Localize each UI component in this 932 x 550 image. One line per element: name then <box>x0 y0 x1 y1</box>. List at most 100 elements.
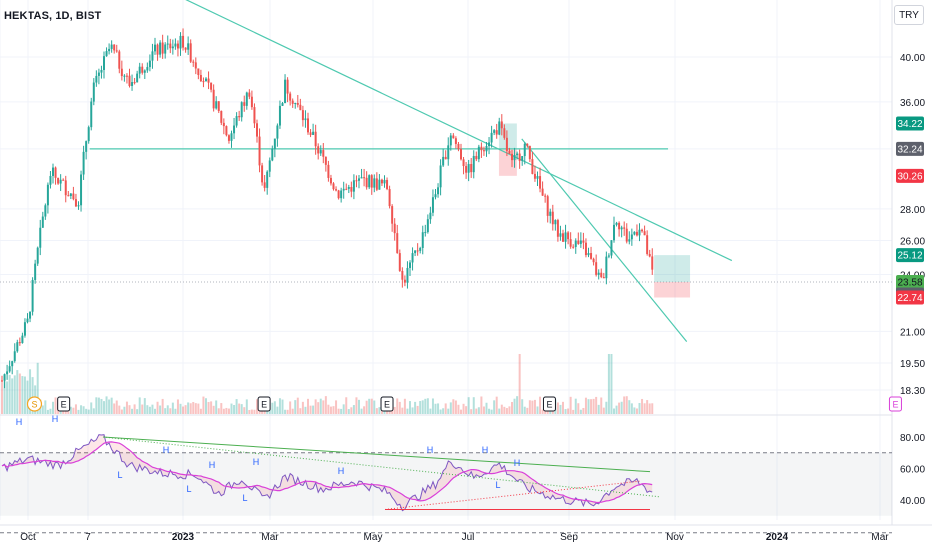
candle-body <box>299 104 302 111</box>
candle-body <box>309 132 312 135</box>
candle-body <box>284 79 287 104</box>
earnings-marker[interactable] <box>57 396 71 412</box>
time-axis-label: Oct <box>20 532 36 543</box>
candle-body <box>250 96 253 108</box>
volume-bar <box>77 409 80 414</box>
volume-bar <box>597 404 600 414</box>
volume-bar <box>421 400 424 414</box>
volume-bar <box>44 400 47 414</box>
trendline[interactable] <box>162 0 733 262</box>
candle-body <box>327 164 330 178</box>
candle-body <box>569 239 572 247</box>
candle-body <box>192 61 195 63</box>
earnings-marker-label: E <box>261 400 267 410</box>
candle-body <box>584 242 587 256</box>
volume-bar <box>429 408 432 414</box>
volume-bar <box>414 401 417 414</box>
candle-body <box>564 232 567 242</box>
candle-body <box>281 103 284 106</box>
candle-body <box>470 164 473 173</box>
position-target-zone[interactable] <box>654 255 691 283</box>
rsi-axis-tick: 40.00 <box>900 496 925 507</box>
candle-body <box>587 253 590 256</box>
volume-bar <box>567 408 570 414</box>
volume-bar <box>365 400 368 414</box>
volume-bar <box>138 397 141 414</box>
candle-body <box>266 171 269 188</box>
currency-button[interactable]: TRY <box>894 5 924 25</box>
divergence-label: H <box>482 445 489 455</box>
volume-bar <box>187 402 190 414</box>
volume-bar <box>442 408 445 414</box>
candle-body <box>143 70 146 73</box>
candle-body <box>294 102 297 104</box>
split-marker[interactable] <box>26 396 43 412</box>
candle-body <box>465 166 468 173</box>
candle-body <box>493 130 496 133</box>
divergence-label: H <box>52 414 59 424</box>
candle-body <box>319 150 322 154</box>
volume-bars <box>1 354 654 414</box>
volume-bar <box>192 402 195 414</box>
trendline[interactable] <box>521 138 688 343</box>
volume-bar <box>105 396 108 414</box>
volume-bar <box>110 397 113 414</box>
volume-bar <box>569 396 572 414</box>
position-stop-zone[interactable] <box>654 282 691 298</box>
volume-bar <box>1 380 3 414</box>
price-axis-tick: 21.00 <box>900 327 925 338</box>
volume-bar <box>406 408 409 414</box>
candle-body <box>635 231 638 236</box>
volume-bar <box>646 400 649 414</box>
candle-body <box>69 193 72 196</box>
volume-bar <box>426 398 429 414</box>
volume-bar <box>182 406 185 414</box>
candle-body <box>268 160 271 172</box>
earnings-marker-label: E <box>546 400 552 410</box>
candle-body <box>460 149 462 160</box>
volume-bar <box>74 404 77 414</box>
price-label-text: 25.12 <box>897 251 922 262</box>
volume-bar <box>648 403 651 414</box>
candle-body <box>347 187 350 189</box>
candle-body <box>508 150 511 154</box>
volume-bar <box>215 400 218 414</box>
time-axis-label: May <box>364 532 383 543</box>
volume-bar <box>8 374 11 414</box>
volume-bar <box>202 396 205 414</box>
volume-bar <box>439 409 442 414</box>
candle-body <box>273 138 276 149</box>
earnings-marker[interactable] <box>888 396 902 412</box>
volume-bar <box>143 398 146 414</box>
volume-bar <box>488 408 491 414</box>
candle-body <box>393 223 396 234</box>
candle-body <box>314 131 317 147</box>
volume-bar <box>651 403 654 414</box>
volume-bar <box>490 409 493 414</box>
candle-body <box>651 256 654 270</box>
candle-body <box>567 232 570 240</box>
candle-body <box>378 179 381 190</box>
divergence-label: L <box>117 470 122 480</box>
candle-body <box>500 121 503 129</box>
volume-bar <box>235 399 238 414</box>
candle-body <box>220 110 223 123</box>
volume-bar <box>118 405 121 414</box>
volume-bar <box>618 402 621 414</box>
candle-body <box>439 165 442 188</box>
candle-body <box>212 89 215 109</box>
volume-bar <box>505 408 508 414</box>
volume-bar <box>317 402 320 414</box>
candle-body <box>166 43 169 45</box>
volume-bar <box>477 407 480 414</box>
volume-bar <box>352 405 355 414</box>
price-label-text: 30.26 <box>897 171 922 182</box>
earnings-marker[interactable] <box>542 396 556 412</box>
earnings-marker[interactable] <box>257 396 271 412</box>
candle-body <box>556 220 559 237</box>
volume-bar <box>360 408 363 414</box>
earnings-marker[interactable] <box>380 396 394 412</box>
volume-bar <box>350 407 353 414</box>
